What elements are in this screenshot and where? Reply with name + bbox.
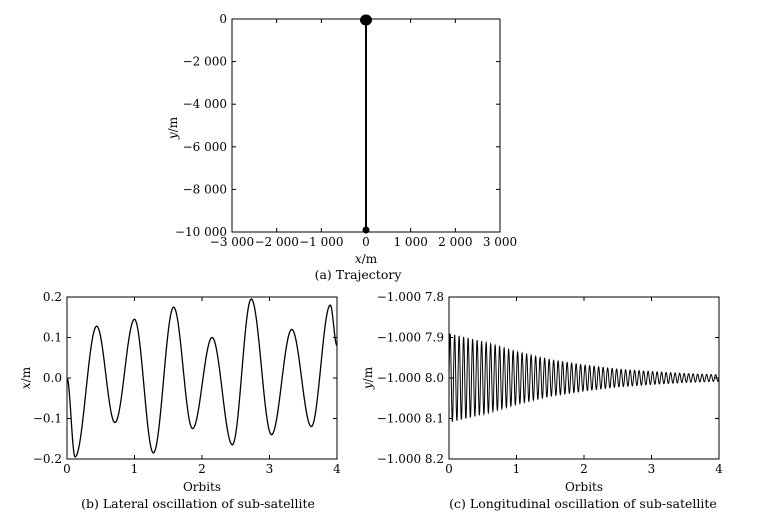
longitudinal-data bbox=[448, 333, 720, 422]
trajectory-y-tick-label: 0 bbox=[219, 12, 227, 26]
longitudinal-y-tick-label: −1.000 7.8 bbox=[377, 290, 444, 304]
longitudinal-oscillation-panel: −1.000 7.8 −1.000 7.9 −1.000 8.0 −1.000 8.1… bbox=[361, 290, 723, 511]
trajectory-y-axis-variable: y bbox=[166, 132, 180, 140]
trajectory-y-ticks: 0 −2 000 −4 000 −6 000 −8 000 −10 000 bbox=[175, 12, 500, 239]
lateral-oscillation-panel: 0.2 0.1 0.0 −0.1 −0.2 0 1 2 3 4 Orbits x/m (b) L… bbox=[19, 290, 341, 511]
trajectory-y-tick-label: −2 000 bbox=[183, 55, 227, 69]
trajectory-caption: (a) Trajectory bbox=[315, 267, 403, 282]
trajectory-x-axis-unit: /m bbox=[362, 252, 378, 266]
longitudinal-y-tick-label: −1.000 8.1 bbox=[377, 412, 444, 426]
lateral-oscillation-line bbox=[66, 298, 338, 458]
longitudinal-x-tick-label: 1 bbox=[513, 462, 521, 476]
trajectory-x-ticks: −3 000 −2 000 −1 000 0 1 000 2 000 3 000 bbox=[210, 19, 517, 249]
longitudinal-oscillation-line bbox=[448, 333, 720, 422]
longitudinal-y-tick-label: −1.000 7.9 bbox=[377, 331, 444, 345]
trajectory-x-tick-label: −1 000 bbox=[299, 235, 343, 249]
longitudinal-x-tick-label: 3 bbox=[648, 462, 656, 476]
trajectory-panel: 0−2 000−4 000−6 000−8 000−10 000 −3 000−… bbox=[166, 12, 517, 282]
trajectory-x-tick-label: −3 000 bbox=[210, 235, 254, 249]
trajectory-x-axis-variable: x bbox=[355, 252, 362, 266]
trajectory-x-axis-label: x/m bbox=[355, 252, 378, 266]
trajectory-y-tick-label: −6 000 bbox=[183, 140, 227, 154]
longitudinal-x-tick-label: 2 bbox=[580, 462, 588, 476]
longitudinal-x-axis-label: Orbits bbox=[565, 480, 603, 494]
longitudinal-y-ticks: −1.000 7.8 −1.000 7.9 −1.000 8.0 −1.000 8.1… bbox=[377, 290, 719, 466]
lateral-y-axis-unit: /m bbox=[19, 366, 33, 382]
longitudinal-caption: (c) Longitudinal oscillation of sub-sate… bbox=[449, 496, 717, 511]
longitudinal-y-axis-variable: y bbox=[361, 382, 375, 390]
longitudinal-y-axis-label: y/m bbox=[361, 366, 375, 390]
lateral-y-axis-variable: x bbox=[19, 382, 33, 389]
trajectory-y-tick-label: −10 000 bbox=[175, 225, 227, 239]
trajectory-x-tick-label: 3 000 bbox=[483, 235, 517, 249]
lateral-x-ticks: 0 1 2 3 4 bbox=[63, 297, 341, 476]
longitudinal-y-axis-unit: /m bbox=[361, 366, 375, 382]
trajectory-x-tick-label: 1 000 bbox=[393, 235, 427, 249]
lateral-x-tick-label: 2 bbox=[198, 462, 206, 476]
lateral-y-ticks: 0.2 0.1 0.0 −0.1 −0.2 bbox=[33, 290, 337, 466]
lateral-y-tick-label: −0.2 bbox=[33, 452, 62, 466]
trajectory-x-tick-label: 0 bbox=[362, 235, 370, 249]
longitudinal-x-tick-label: 0 bbox=[445, 462, 453, 476]
lateral-x-tick-label: 1 bbox=[131, 462, 139, 476]
lateral-y-tick-label: −0.1 bbox=[33, 412, 62, 426]
longitudinal-x-tick-label: 4 bbox=[715, 462, 723, 476]
lateral-x-axis-label: Orbits bbox=[183, 480, 221, 494]
trajectory-y-axis-label: y/m bbox=[166, 116, 180, 140]
longitudinal-y-tick-label: −1.000 8.0 bbox=[377, 371, 444, 385]
lateral-y-tick-label: 0.1 bbox=[43, 331, 62, 345]
trajectory-y-tick-label: −8 000 bbox=[183, 182, 227, 196]
trajectory-x-tick-label: −2 000 bbox=[254, 235, 298, 249]
lateral-x-tick-label: 0 bbox=[63, 462, 71, 476]
longitudinal-x-ticks: 0 1 2 3 4 bbox=[445, 297, 723, 476]
trajectory-start-marker bbox=[360, 14, 372, 26]
lateral-x-tick-label: 3 bbox=[266, 462, 274, 476]
lateral-x-tick-label: 4 bbox=[333, 462, 341, 476]
trajectory-y-tick-label: −4 000 bbox=[183, 97, 227, 111]
lateral-data bbox=[66, 298, 338, 458]
lateral-y-tick-label: 0.2 bbox=[43, 290, 62, 304]
trajectory-y-axis-unit: /m bbox=[166, 116, 180, 132]
lateral-caption: (b) Lateral oscillation of sub-satellite bbox=[81, 496, 315, 511]
lateral-y-axis-label: x/m bbox=[19, 366, 33, 389]
longitudinal-y-tick-label: −1.000 8.2 bbox=[377, 452, 444, 466]
trajectory-end-marker bbox=[362, 226, 370, 234]
lateral-y-tick-label: 0.0 bbox=[43, 371, 62, 385]
trajectory-x-tick-label: 2 000 bbox=[438, 235, 472, 249]
trajectory-data bbox=[360, 14, 372, 234]
lateral-plot-frame bbox=[66, 296, 338, 460]
